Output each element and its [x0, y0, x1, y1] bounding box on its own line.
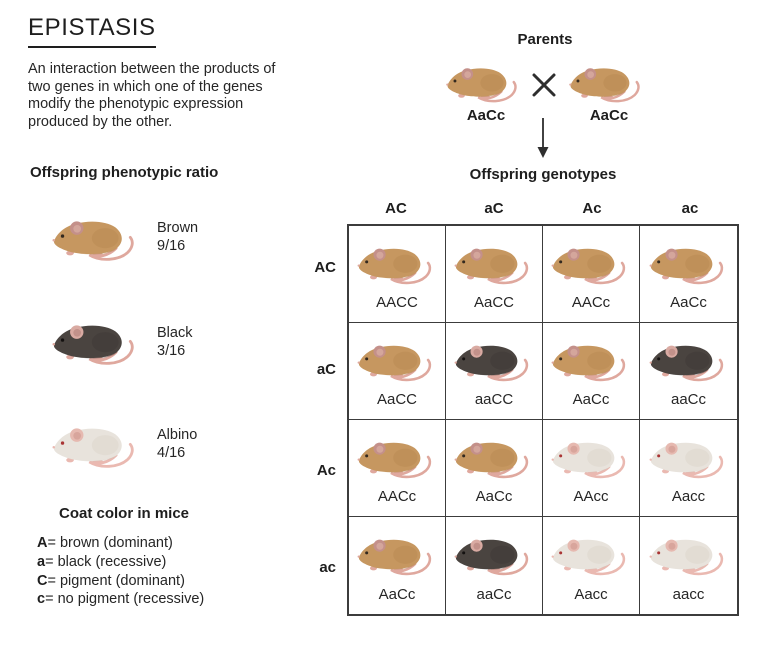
allele-meaning: = no pigment (recessive): [45, 591, 205, 608]
punnett-row-header: Ac: [316, 462, 336, 479]
parent-genotype-left: AaCc: [466, 107, 506, 124]
genotype-label: AaCc: [670, 294, 707, 311]
punnett-cell: aacc: [640, 517, 737, 614]
punnett-cell: AACc: [543, 226, 640, 323]
ratio-item-albino: Albino 4/16: [157, 426, 197, 462]
mouse-icon-brown: [355, 435, 439, 482]
punnett-grid: AACC AaCC AACc AaCc AaCC aaCC AaCc aaCc AACc AaCc…: [347, 224, 739, 616]
punnett-col-header: aC: [484, 200, 504, 217]
mouse-icon-brown: [452, 241, 536, 288]
genotype-label: AACC: [376, 294, 418, 311]
legend-item: a= black (recessive): [37, 553, 204, 572]
genotype-label: aaCC: [474, 391, 514, 408]
genotype-label: AaCc: [572, 391, 610, 408]
punnett-cell: aaCC: [446, 323, 543, 420]
phenotype-fraction: 9/16: [157, 238, 186, 254]
punnett-cell: AaCC: [349, 323, 446, 420]
legend-item: A= brown (dominant): [37, 534, 204, 553]
offspring-genotypes-heading: Offspring genotypes: [469, 166, 617, 183]
mouse-icon-black: [452, 338, 536, 385]
punnett-cell: AaCc: [446, 420, 543, 517]
parents-heading: Parents: [517, 31, 573, 48]
allele-letter: a: [37, 553, 46, 570]
mouse-icon-albino: [50, 420, 142, 472]
mouse-icon-brown: [50, 213, 142, 265]
punnett-cell: AACC: [349, 226, 446, 323]
description-text: An interaction between the products of t…: [28, 61, 276, 130]
punnett-cell: Aacc: [543, 517, 640, 614]
punnett-cell: aaCc: [446, 517, 543, 614]
punnett-cell: AaCc: [543, 323, 640, 420]
mouse-icon-black: [452, 532, 536, 579]
genotype-label: AAcc: [573, 488, 609, 505]
punnett-row-header: AC: [314, 259, 336, 276]
punnett-col-header: Ac: [582, 200, 602, 217]
punnett-col-header: AC: [385, 200, 407, 217]
mouse-icon-albino: [549, 435, 633, 482]
punnett-cell: AaCC: [446, 226, 543, 323]
genotype-label: AaCc: [475, 488, 513, 505]
mouse-icon-brown: [549, 338, 633, 385]
genotype-label: AaCC: [473, 294, 514, 311]
phenotype-name: Albino: [157, 427, 198, 443]
legend-item: C= pigment (dominant): [37, 572, 204, 591]
cross-icon: [532, 73, 556, 97]
ratio-item-brown: Brown 9/16: [157, 219, 198, 255]
legend-list: A= brown (dominant) a= black (recessive)…: [37, 534, 204, 609]
phenotype-name: Black: [157, 325, 193, 341]
allele-meaning: = pigment (dominant): [47, 572, 185, 589]
genotype-label: AACc: [377, 488, 417, 505]
mouse-icon-albino: [647, 435, 731, 482]
genotype-label: aaCc: [670, 391, 707, 408]
mouse-icon-brown: [452, 435, 536, 482]
allele-letter: A: [37, 535, 48, 551]
mouse-icon-albino: [647, 532, 731, 579]
genotype-label: Aacc: [574, 586, 608, 603]
mouse-icon-black: [647, 338, 731, 385]
punnett-cell: AaCc: [349, 517, 446, 614]
mouse-icon-brown: [355, 532, 439, 579]
legend-item: c= no pigment (recessive): [37, 590, 204, 609]
genotype-label: AaCc: [378, 586, 416, 603]
punnett-cell: aaCc: [640, 323, 737, 420]
genotype-label: AaCC: [376, 391, 417, 408]
genotype-label: AACc: [571, 294, 611, 311]
phenotype-fraction: 3/16: [157, 343, 186, 359]
allele-letter: C: [37, 572, 48, 589]
punnett-cell: AaCc: [640, 226, 737, 323]
page-title: EPISTASIS: [28, 14, 156, 48]
allele-meaning: = brown (dominant): [47, 535, 173, 551]
phenotype-fraction: 4/16: [157, 445, 186, 461]
punnett-col-header: ac: [681, 200, 699, 217]
punnett-cell: AACc: [349, 420, 446, 517]
punnett-row-header: ac: [319, 559, 336, 576]
genotype-label: aacc: [672, 586, 705, 603]
mouse-icon-albino: [549, 532, 633, 579]
allele-letter: c: [37, 591, 46, 608]
punnett-cell: AAcc: [543, 420, 640, 517]
parent-genotype-right: AaCc: [589, 107, 629, 124]
genotype-label: aaCc: [476, 586, 512, 603]
mouse-icon-brown: [549, 241, 633, 288]
ratio-item-black: Black 3/16: [157, 324, 192, 360]
phenotype-name: Brown: [157, 220, 199, 236]
legend-heading: Coat color in mice: [58, 505, 190, 522]
mouse-icon-black: [50, 317, 142, 369]
genotype-label: Aacc: [671, 488, 706, 505]
punnett-cell: Aacc: [640, 420, 737, 517]
punnett-row-header: aC: [316, 361, 336, 378]
parent-mouse-icon-right: [567, 61, 647, 106]
allele-meaning: = black (recessive): [45, 553, 167, 570]
mouse-icon-brown: [647, 241, 731, 288]
phenotypic-ratio-heading: Offspring phenotypic ratio: [30, 164, 219, 181]
parent-mouse-icon-left: [444, 61, 524, 106]
mouse-icon-brown: [355, 241, 439, 288]
down-arrow-icon: [537, 118, 549, 158]
mouse-icon-brown: [355, 338, 439, 385]
